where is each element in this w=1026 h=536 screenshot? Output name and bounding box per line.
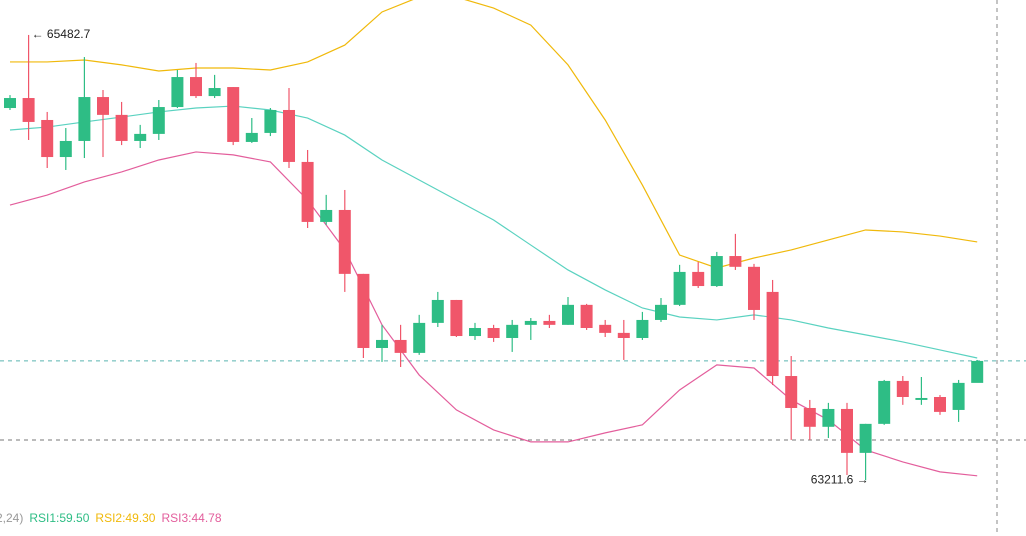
candle-body [655,304,667,320]
candle-body [320,209,333,222]
candle-body [710,256,723,287]
candle-body [59,140,72,158]
candle-body [934,397,946,412]
candle-body [562,304,574,325]
candle-body [115,114,128,141]
indicator-line [9,151,978,477]
candle-body [599,324,612,333]
candle-body [692,271,705,287]
candle-body [859,423,872,453]
candle-body [245,132,258,142]
candle-body [636,319,649,338]
candle-body [487,327,500,338]
candle-body [171,77,184,108]
legend-item: RSI2:49.30 [95,511,155,525]
candle-body [729,256,742,267]
candle-body [785,376,798,408]
candle-body [841,408,853,453]
candle-body [431,299,444,323]
candle-body [766,291,779,377]
candle-body [971,360,984,383]
candle-body [338,209,351,274]
candle-body [543,320,556,325]
candle-body [78,97,91,141]
price-annotation: ← 65482.7 [32,27,91,41]
candle-body [878,380,891,424]
candle-body [394,339,407,353]
candle-body [22,98,35,122]
candle-body [283,109,295,162]
candle-body [4,98,16,109]
candle-body [450,299,463,337]
candle-body [227,87,240,142]
candle-body [896,380,909,398]
candle-body [506,324,519,338]
candle-body [190,77,202,97]
candle-body [952,382,965,410]
candle-body [413,322,426,353]
candle-body [469,327,481,337]
candle-body [301,161,314,222]
candle-body [376,339,388,348]
candle-body [357,273,370,348]
legend-item: 2,24) [0,511,23,525]
candle-body [617,332,630,338]
candle-body [580,304,593,328]
legend-item: RSI3:44.78 [161,511,221,525]
indicator-line [9,105,978,359]
candle-body [673,271,686,305]
legend-item: RSI1:59.50 [29,511,89,525]
candle-body [822,408,835,427]
candle-body [748,266,760,310]
price-annotation: 63211.6 → [811,472,869,486]
candle-body [41,119,54,158]
candle-body [524,320,537,325]
candle-body [803,407,816,427]
candle-body [97,97,109,115]
indicator-line [10,0,978,269]
candle-body [152,107,165,134]
candle-body [134,133,147,141]
candle-body [208,88,221,97]
candle-body [915,397,928,400]
candle-body [264,109,277,133]
